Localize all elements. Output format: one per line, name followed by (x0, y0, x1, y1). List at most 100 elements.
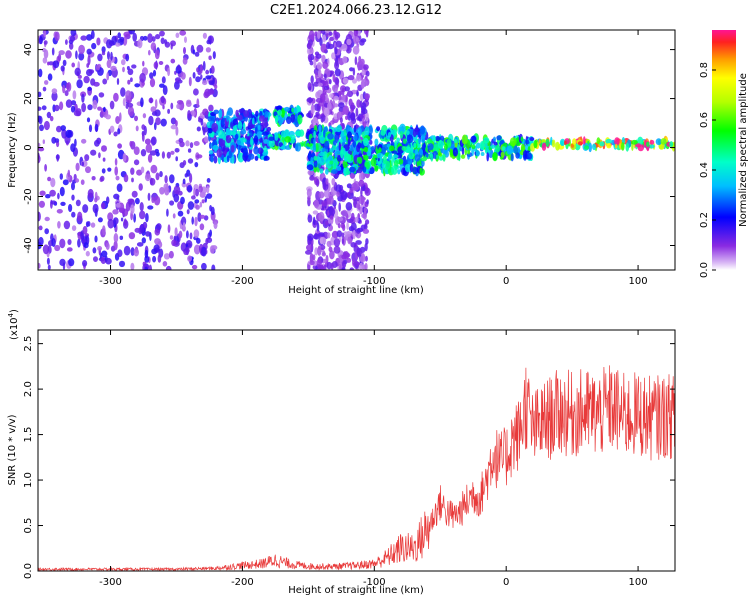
heatmap-cell (298, 129, 305, 137)
heatmap-cell (170, 43, 173, 50)
heatmap-cell (91, 42, 97, 50)
heatmap-cell (171, 239, 177, 247)
heatmap-cell (43, 120, 50, 131)
heatmap-cell (182, 57, 188, 65)
heatmap-cell (159, 171, 163, 178)
heatmap-cell (119, 36, 125, 43)
heatmap-cell (527, 152, 533, 160)
heatmap-cell (314, 31, 318, 37)
heatmap-cell (324, 220, 329, 226)
heatmap-cell (323, 85, 330, 90)
heatmap-cell (62, 179, 69, 186)
heatmap-cell (77, 238, 81, 248)
heatmap-cell (143, 125, 147, 136)
heatmap-cell (170, 117, 177, 125)
heatmap-cell (189, 142, 194, 149)
heatmap-cell (318, 163, 321, 169)
heatmap-cell (325, 168, 329, 175)
heatmap-cell (621, 142, 625, 151)
heatmap-cell (387, 153, 392, 161)
heatmap-cell (194, 162, 199, 168)
heatmap-cell (355, 240, 362, 245)
heatmap-cell (195, 204, 200, 210)
heatmap-cell (212, 51, 216, 60)
heatmap-cell (212, 144, 219, 151)
heatmap-cell (154, 99, 158, 109)
heatmap-cell (38, 236, 44, 246)
heatmap-cell (42, 139, 45, 144)
heatmap-cell (87, 188, 94, 199)
spectrogram-x-tick-label: 100 (629, 276, 648, 287)
heatmap-cell (337, 155, 342, 162)
spectrogram-y-tick-label: -20 (23, 188, 34, 204)
heatmap-cell (75, 199, 81, 207)
heatmap-cell (655, 138, 662, 146)
heatmap-cell (167, 224, 171, 234)
heatmap-cell (86, 63, 90, 68)
heatmap-cell (166, 151, 171, 159)
heatmap-cell (167, 108, 171, 114)
heatmap-cell (100, 175, 105, 182)
heatmap-cell (495, 144, 501, 153)
heatmap-cell (206, 185, 210, 194)
snr-scale-suffix: ) (9, 309, 20, 313)
heatmap-cell (295, 143, 299, 152)
heatmap-cell (128, 30, 136, 35)
heatmap-cell (363, 207, 367, 213)
heatmap-cell (208, 80, 215, 86)
heatmap-cell (354, 56, 358, 66)
heatmap-cell (144, 138, 151, 145)
heatmap-cell (523, 149, 527, 160)
heatmap-cell (102, 225, 106, 236)
snr-y-tick-label: 0.0 (23, 563, 34, 579)
heatmap-cell (160, 95, 165, 104)
heatmap-cell (334, 32, 341, 39)
heatmap-cell (555, 141, 560, 151)
heatmap-cell (253, 146, 259, 155)
heatmap-cell (160, 118, 167, 127)
heatmap-cell (238, 108, 246, 114)
heatmap-cell (117, 32, 121, 39)
heatmap-cell (309, 260, 315, 266)
heatmap-cell (317, 246, 322, 256)
heatmap-cell (346, 218, 354, 223)
heatmap-cell (101, 46, 106, 53)
heatmap-cell (129, 140, 133, 147)
heatmap-cell (480, 152, 485, 156)
heatmap-cell (170, 124, 177, 130)
heatmap-cell (155, 117, 161, 126)
heatmap-cell (57, 221, 61, 229)
heatmap-cell (336, 230, 342, 238)
heatmap-cell (318, 211, 325, 222)
heatmap-cell (391, 156, 394, 167)
heatmap-cell (185, 140, 190, 147)
snr-x-axis: -300 -200 -100 0 100 (99, 330, 648, 588)
heatmap-cell (333, 238, 341, 247)
heatmap-cell (333, 95, 339, 101)
heatmap-cell (419, 149, 423, 156)
heatmap-cell (196, 44, 204, 53)
heatmap-cell (83, 75, 90, 84)
heatmap-cell (83, 242, 89, 249)
heatmap-cell (71, 225, 77, 232)
heatmap-cell (67, 239, 72, 245)
heatmap-cell (43, 30, 47, 38)
heatmap-cell (131, 190, 138, 198)
heatmap-cell (235, 109, 239, 118)
snr-x-label: Height of straight line (km) (288, 585, 424, 596)
heatmap-cell (374, 138, 379, 146)
heatmap-cell (262, 149, 269, 156)
heatmap-cell (226, 155, 230, 163)
heatmap-cell (91, 176, 96, 181)
heatmap-cell (46, 257, 50, 265)
heatmap-cell (326, 261, 332, 270)
heatmap-cell (406, 130, 410, 136)
spectrogram-y-axis: 40 20 0 -20 -40 (23, 43, 675, 254)
heatmap-cell (308, 97, 313, 104)
heatmap-cell (132, 32, 137, 42)
heatmap-cell (96, 37, 101, 46)
heatmap-cell (305, 142, 313, 147)
heatmap-cell (324, 73, 327, 81)
heatmap-cell (154, 195, 161, 206)
heatmap-cell (307, 169, 315, 176)
